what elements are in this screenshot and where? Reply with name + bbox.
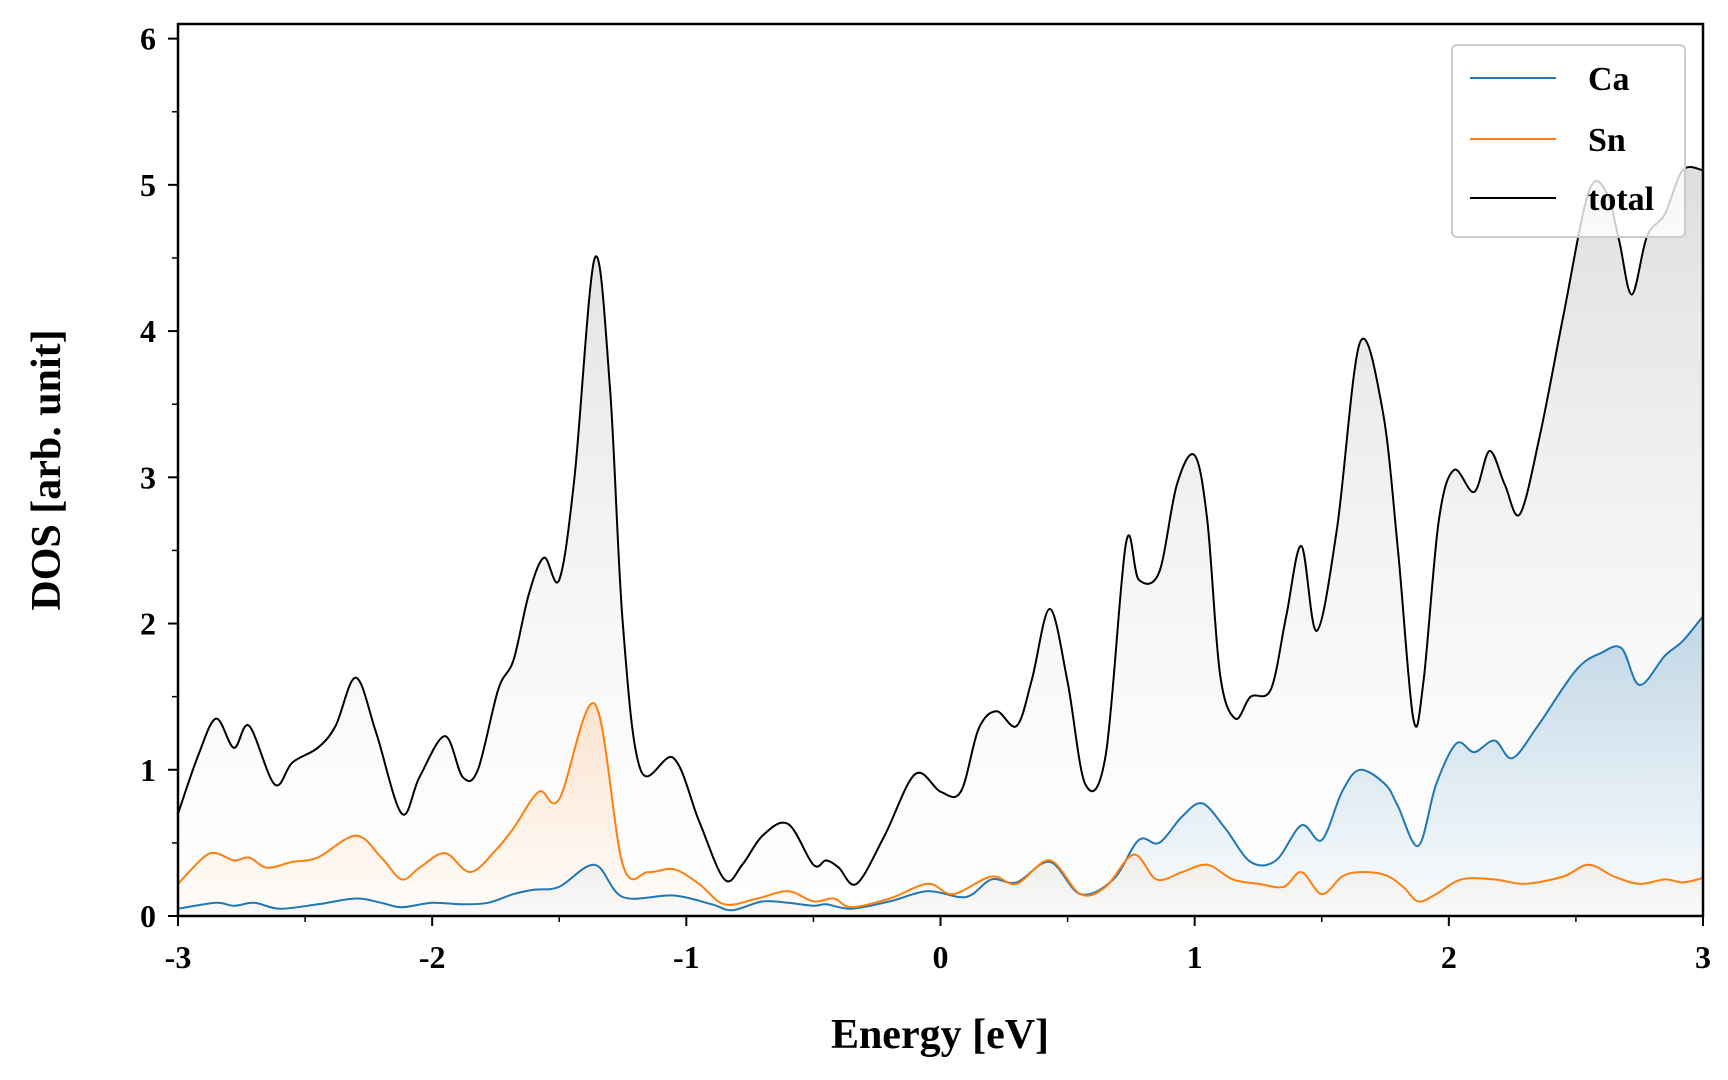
legend-box — [1451, 44, 1686, 238]
y-tick-label: 1 — [140, 752, 156, 788]
series-line-total — [178, 165, 1703, 886]
y-tick-label: 5 — [140, 167, 156, 203]
x-tick-label: -1 — [673, 939, 700, 975]
area-fill-total — [178, 166, 1703, 916]
y-tick-label: 2 — [140, 606, 156, 642]
area-fill-sn — [178, 703, 1703, 916]
legend-label-ca: Ca — [1588, 61, 1630, 98]
y-tick-label: 6 — [140, 21, 156, 57]
x-tick-label: 1 — [1187, 939, 1203, 975]
x-tick-label: 0 — [933, 939, 949, 975]
legend-label-sn: Sn — [1588, 122, 1626, 159]
y-axis-label: DOS [arb. unit] — [24, 329, 70, 610]
x-tick-label: -3 — [165, 939, 192, 975]
x-tick-label: -2 — [419, 939, 446, 975]
series-line-sn — [178, 702, 1703, 909]
legend: Ca Sn total — [1451, 44, 1686, 238]
x-tick-label: 3 — [1695, 939, 1711, 975]
y-tick-label: 4 — [140, 313, 156, 349]
y-tick-label: 0 — [140, 898, 156, 934]
x-axis-label: Energy [eV] — [831, 1012, 1049, 1058]
x-tick-label: 2 — [1441, 939, 1457, 975]
legend-label-total: total — [1588, 181, 1654, 218]
y-tick-label: 3 — [140, 459, 156, 495]
